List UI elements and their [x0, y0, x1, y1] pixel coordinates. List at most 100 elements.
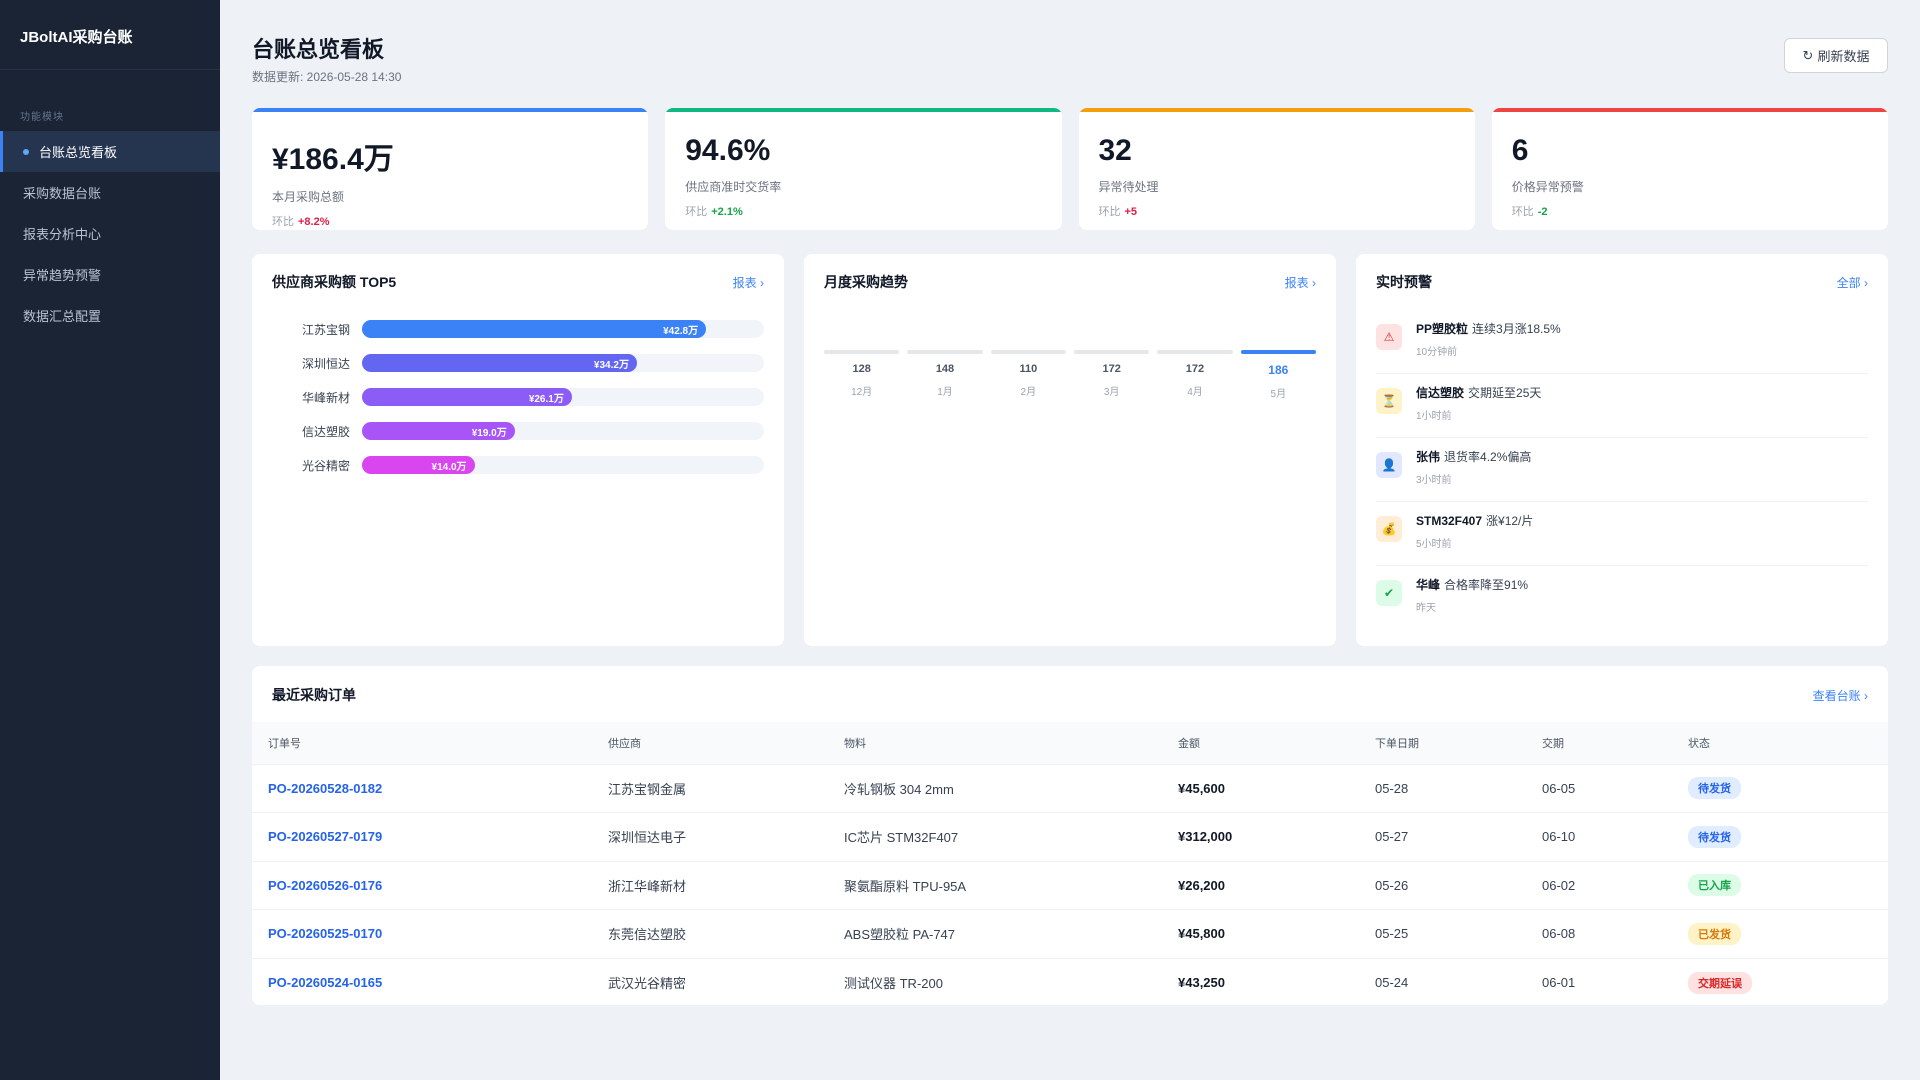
warning-icon: ⚠: [1376, 324, 1402, 350]
alert-text: PP塑胶粒 连续3月涨18.5%: [1416, 320, 1561, 337]
table-row[interactable]: PO-20260527-0179 深圳恒达电子 IC芯片 STM32F407 ¥…: [252, 812, 1888, 861]
order-status-cell: 待发货: [1672, 812, 1888, 861]
trend-columns: 128 12月 148 1月 110 2月 172 3月: [824, 350, 1316, 400]
trend-column: 186 5月: [1240, 350, 1316, 400]
sidebar-item-overview[interactable]: 台账总览看板: [0, 131, 220, 172]
kpi-accent-bar: [252, 108, 649, 112]
alert-subject: 信达塑胶: [1416, 386, 1465, 400]
page-title: 台账总览看板: [252, 37, 385, 62]
panel-title: 最近采购订单: [272, 687, 356, 703]
kpi-delta: 环比 +2.1%: [685, 203, 1041, 219]
orders-table: 订单号 供应商 物料 金额 下单日期 交期 状态 PO-20260528-018…: [252, 722, 1888, 1007]
view-ledger-link[interactable]: 查看台账 ›: [1812, 689, 1868, 703]
kpi-delta-value: +5: [1124, 206, 1138, 218]
alert-time: 10分钟前: [1416, 347, 1458, 358]
trend-value: 186: [1268, 363, 1289, 377]
order-date: 05-25: [1359, 909, 1526, 958]
kpi-label: 异常待处理: [1098, 180, 1159, 194]
kpi-accent-bar: [1078, 108, 1475, 112]
trend-bar: [1073, 350, 1150, 354]
trend-report-link[interactable]: 报表 ›: [1284, 276, 1316, 290]
alert-item[interactable]: 💰 STM32F407 涨¥12/片 5小时前: [1376, 502, 1868, 566]
top5-bar: ¥26.1万: [362, 388, 572, 406]
top5-row: 信达塑胶 ¥19.0万: [272, 414, 764, 448]
top5-report-link[interactable]: 报表 ›: [732, 276, 764, 290]
alerts-view-all-link[interactable]: 全部 ›: [1836, 276, 1868, 290]
sidebar-item-alerts[interactable]: 异常趋势预警: [0, 254, 220, 295]
main-content: 台账总览看板 数据更新: 2026-05-28 14:30 ↻ 刷新数据 ¥18…: [220, 0, 1920, 1080]
alert-time: 3小时前: [1416, 475, 1452, 486]
table-row[interactable]: PO-20260528-0182 江苏宝钢金属 冷轧钢板 304 2mm ¥45…: [252, 763, 1888, 813]
panel-title: 实时预警: [1376, 274, 1432, 290]
order-material: 冷轧钢板 304 2mm: [828, 763, 1162, 813]
table-row[interactable]: PO-20260524-0165 武汉光谷精密 测试仪器 TR-200 ¥43,…: [252, 957, 1888, 1007]
order-amount: ¥45,800: [1162, 909, 1359, 958]
kpi-delta-prefix: 环比: [1511, 206, 1534, 218]
trend-month: 4月: [1187, 387, 1203, 398]
top5-row: 华峰新材 ¥26.1万: [272, 380, 764, 414]
alert-item[interactable]: 👤 张伟 退货率4.2%偏高 3小时前: [1376, 438, 1868, 502]
top5-supplier-name: 江苏宝钢: [301, 322, 350, 337]
status-badge: 待发货: [1688, 777, 1741, 800]
alert-item[interactable]: ⚠ PP塑胶粒 连续3月涨18.5% 10分钟前: [1376, 310, 1868, 374]
order-id-link[interactable]: PO-20260527-0179: [252, 812, 592, 861]
order-amount: ¥26,200: [1162, 860, 1359, 910]
order-due: 06-08: [1526, 909, 1672, 958]
top5-track: ¥42.8万: [362, 320, 764, 338]
trend-bar: [824, 350, 900, 354]
alert-message: 退货率4.2%偏高: [1444, 450, 1532, 464]
order-due: 06-10: [1526, 812, 1672, 861]
sidebar-item-config[interactable]: 数据汇总配置: [0, 295, 220, 336]
kpi-row: ¥186.4万 本月采购总额 环比 +8.2% 94.6% 供应商准时交货率 环比…: [252, 108, 1888, 230]
order-amount: ¥43,250: [1162, 957, 1359, 1007]
kpi-delta: 环比 +8.2%: [272, 213, 628, 229]
alert-item[interactable]: ⏳ 信达塑胶 交期延至25天 1小时前: [1376, 374, 1868, 438]
kpi-delta-prefix: 环比: [685, 206, 708, 218]
column-header: 下单日期: [1375, 737, 1419, 750]
kpi-accent-bar: [1491, 108, 1888, 112]
order-status-cell: 已发货: [1672, 909, 1888, 958]
sidebar-nav: 台账总览看板 采购数据台账 报表分析中心 异常趋势预警 数据汇总配置: [0, 131, 220, 336]
top5-track: ¥14.0万: [362, 456, 764, 474]
alert-time: 1小时前: [1416, 411, 1452, 422]
alert-subject: 华峰: [1416, 578, 1441, 592]
alert-time: 5小时前: [1416, 539, 1452, 550]
top5-bar: ¥42.8万: [362, 320, 707, 338]
order-date: 05-27: [1359, 812, 1526, 861]
order-material: 聚氨酯原料 TPU-95A: [828, 860, 1162, 910]
order-supplier: 东莞信达塑胶: [592, 909, 828, 958]
top5-track: ¥19.0万: [362, 422, 764, 440]
order-id-link[interactable]: PO-20260528-0182: [252, 763, 592, 813]
sidebar-item-reports[interactable]: 报表分析中心: [0, 213, 220, 254]
alert-item[interactable]: ✔ 华峰 合格率降至91% 昨天: [1376, 566, 1868, 630]
order-supplier: 江苏宝钢金属: [592, 763, 828, 813]
order-id-link[interactable]: PO-20260524-0165: [252, 957, 592, 1007]
order-date: 05-24: [1359, 957, 1526, 1007]
kpi-label: 价格异常预警: [1511, 180, 1584, 194]
top5-track: ¥34.2万: [362, 354, 764, 372]
kpi-value: 6: [1511, 134, 1529, 167]
order-due: 06-02: [1526, 860, 1672, 910]
user-icon: 👤: [1376, 452, 1402, 478]
order-status-cell: 待发货: [1672, 763, 1888, 813]
sidebar-item-ledger[interactable]: 采购数据台账: [0, 172, 220, 213]
recent-orders-panel: 最近采购订单 查看台账 › 订单号 供应商 物料 金额 下单日期 交期 状态 P…: [252, 666, 1888, 1007]
top5-row: 江苏宝钢 ¥42.8万: [272, 312, 764, 346]
column-header: 状态: [1688, 737, 1710, 750]
brand-logo: JBoltAI采购台账: [0, 0, 220, 70]
status-badge: 已入库: [1688, 874, 1741, 897]
order-supplier: 武汉光谷精密: [592, 957, 828, 1007]
order-id-link[interactable]: PO-20260525-0170: [252, 909, 592, 958]
money-bag-icon: 💰: [1376, 516, 1402, 542]
order-id-link[interactable]: PO-20260526-0176: [252, 860, 592, 910]
alert-list: ⚠ PP塑胶粒 连续3月涨18.5% 10分钟前 ⏳ 信达塑胶 交期延至25天 1小…: [1376, 310, 1868, 630]
trend-month: 5月: [1270, 389, 1287, 400]
table-row[interactable]: PO-20260525-0170 东莞信达塑胶 ABS塑胶粒 PA-747 ¥4…: [252, 909, 1888, 958]
kpi-delta-prefix: 环比: [1098, 206, 1121, 218]
trend-month: 3月: [1103, 387, 1120, 398]
table-row[interactable]: PO-20260526-0176 浙江华峰新材 聚氨酯原料 TPU-95A ¥2…: [252, 860, 1888, 910]
kpi-delta-value: +8.2%: [298, 216, 330, 228]
trend-value: 110: [1019, 363, 1038, 375]
order-material: ABS塑胶粒 PA-747: [828, 909, 1162, 958]
refresh-data-button[interactable]: ↻ 刷新数据: [1784, 38, 1888, 73]
